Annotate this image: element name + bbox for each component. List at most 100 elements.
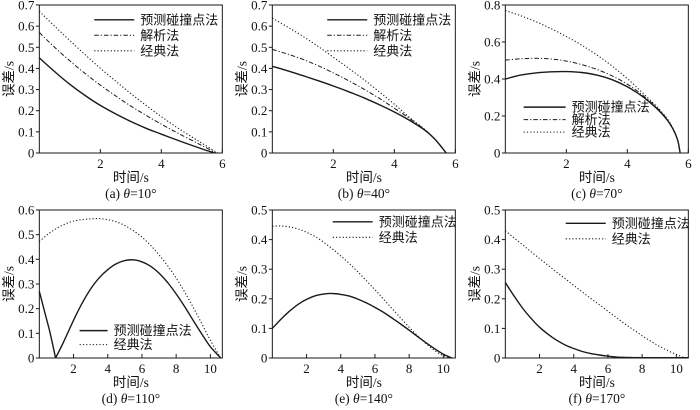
series-line-solid xyxy=(271,292,453,359)
subplot-c-theta-70: 2 4 6 0 0.2 0.4 0.6 0.8 误差/s 时间/s(c) θ=70° 预测碰撞点法解… xyxy=(467,0,692,201)
x-axis-label: 时间/s xyxy=(113,375,149,390)
x-tick-label: 6 xyxy=(605,361,612,376)
y-axis-label: 误差/s xyxy=(234,266,249,302)
y-tick-label: 0.2 xyxy=(251,103,267,118)
y-tick-label: 0.3 xyxy=(251,262,267,277)
y-tick-label: 0.4 xyxy=(484,72,501,87)
x-axis-label: 时间/s xyxy=(579,375,615,390)
y-tick-label: 0.1 xyxy=(251,124,267,139)
legend-label: 经典法 xyxy=(114,337,153,352)
x-tick-label: 6 xyxy=(452,156,459,171)
x-tick-label: 6 xyxy=(219,156,226,171)
subplot-e-theta-140: 2 4 6 8 10 0 0.1 0.2 0.3 0.4 0.5 误差/s 时间/s(e) θ=140°… xyxy=(234,205,457,406)
y-tick-label: 0.2 xyxy=(18,301,34,316)
x-axis-label: 时间/s xyxy=(579,170,615,185)
series-line-dot xyxy=(272,225,453,359)
series-line-dashdot xyxy=(272,48,447,154)
y-tick-label: 0.4 xyxy=(251,232,268,247)
y-axis-label: 误差/s xyxy=(1,61,16,97)
legend-label: 预测碰撞点法 xyxy=(379,214,457,229)
y-tick-label: 0.7 xyxy=(251,0,268,13)
x-axis-label: 时间/s xyxy=(346,375,382,390)
series-line-dot xyxy=(38,218,222,359)
x-tick-label: 2 xyxy=(70,361,77,376)
series-line-solid xyxy=(38,57,215,154)
y-tick-label: 0.1 xyxy=(18,326,34,341)
y-tick-label: 0 xyxy=(28,146,35,161)
subplot-caption: (c) θ=70° xyxy=(571,186,623,201)
y-tick-label: 0.3 xyxy=(18,277,34,292)
series-line-dashdot xyxy=(38,32,217,154)
plot-box xyxy=(271,4,456,154)
legend-label: 预测碰撞点法 xyxy=(140,12,218,27)
series-line-dot xyxy=(272,17,447,154)
y-tick-label: 0.4 xyxy=(484,232,501,247)
x-tick-label: 2 xyxy=(330,156,337,171)
y-tick-label: 0.3 xyxy=(484,262,500,277)
y-axis-label: 误差/s xyxy=(234,61,249,97)
legend-label: 解析法 xyxy=(140,28,179,43)
y-axis-label: 误差/s xyxy=(467,61,482,97)
legend-label: 经典法 xyxy=(612,231,651,246)
x-tick-label: 8 xyxy=(639,361,646,376)
y-tick-label: 0 xyxy=(28,351,35,366)
y-tick-label: 0.5 xyxy=(251,40,267,55)
legend-label: 经典法 xyxy=(379,230,418,245)
legend-label: 经典法 xyxy=(140,43,179,58)
y-tick-label: 0.8 xyxy=(484,0,500,13)
y-tick-label: 0.4 xyxy=(18,61,35,76)
series-line-dot xyxy=(504,230,686,359)
x-tick-label: 2 xyxy=(563,156,570,171)
x-tick-label: 8 xyxy=(406,361,413,376)
y-tick-label: 0.2 xyxy=(251,291,267,306)
subplot-caption: (d) θ=110° xyxy=(102,391,161,406)
y-tick-label: 0.4 xyxy=(18,252,35,267)
x-tick-label: 10 xyxy=(670,361,683,376)
subplot-d-theta-110: 2 4 6 8 10 0 0.1 0.2 0.3 0.4 0.5 0.6 误差/s 时间/s(d) θ=1… xyxy=(1,205,223,406)
x-tick-label: 2 xyxy=(97,156,104,171)
series-line-solid xyxy=(504,282,689,359)
x-tick-label: 4 xyxy=(391,156,398,171)
y-tick-label: 0.4 xyxy=(251,61,268,76)
x-tick-label: 2 xyxy=(303,361,310,376)
y-tick-label: 0 xyxy=(261,351,268,366)
y-tick-label: 0.2 xyxy=(18,103,34,118)
legend-label: 预测碰撞点法 xyxy=(572,100,650,115)
x-tick-label: 10 xyxy=(437,361,450,376)
y-tick-label: 0.2 xyxy=(484,291,500,306)
legend-label: 预测碰撞点法 xyxy=(373,12,451,27)
y-tick-label: 0.6 xyxy=(484,35,501,50)
y-tick-label: 0.5 xyxy=(484,205,500,218)
y-tick-label: 0.6 xyxy=(251,19,268,34)
x-tick-label: 6 xyxy=(685,156,692,171)
subplot-f-theta-170: 2 4 6 8 10 0 0.1 0.2 0.3 0.4 0.5 误差/s 时间/s(f) θ=170°… xyxy=(467,205,690,406)
x-tick-label: 4 xyxy=(624,156,631,171)
y-tick-label: 0.6 xyxy=(18,205,35,218)
plot-box xyxy=(271,209,456,359)
y-tick-label: 0.5 xyxy=(18,40,34,55)
series-line-solid xyxy=(38,291,57,359)
subplot-caption: (a) θ=10° xyxy=(105,186,157,201)
y-tick-label: 0 xyxy=(494,146,501,161)
series-line-dot xyxy=(505,9,681,154)
y-tick-label: 0.6 xyxy=(18,19,35,34)
y-tick-label: 0.3 xyxy=(251,82,267,97)
y-tick-label: 0.1 xyxy=(18,124,34,139)
subplot-a-theta-10: 2 4 6 0 0.1 0.2 0.3 0.4 0.5 0.6 0.7 误差/s 时间/s(a) θ=1… xyxy=(1,0,226,201)
y-tick-label: 0.3 xyxy=(18,82,34,97)
series-line-solid xyxy=(54,259,222,359)
legend-label: 预测碰撞点法 xyxy=(114,323,192,338)
x-tick-label: 6 xyxy=(139,361,146,376)
x-tick-label: 6 xyxy=(372,361,379,376)
x-axis-label: 时间/s xyxy=(113,170,149,185)
subplot-caption: (f) θ=170° xyxy=(568,391,625,406)
y-tick-label: 0.5 xyxy=(251,205,267,218)
y-tick-label: 0 xyxy=(494,351,501,366)
y-axis-label: 误差/s xyxy=(467,266,482,302)
